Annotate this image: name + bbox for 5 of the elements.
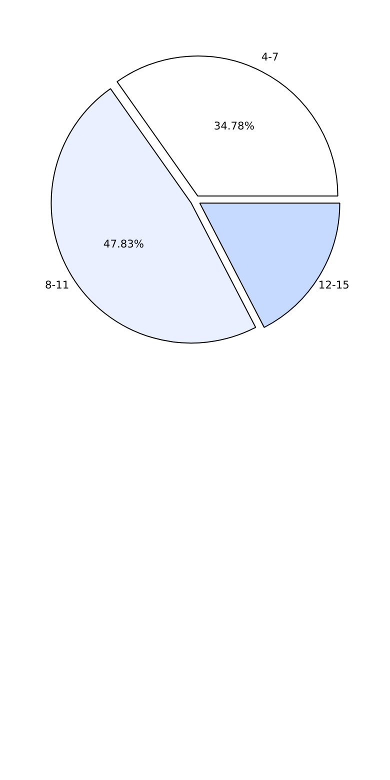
slice-label: 8-11 — [44, 278, 70, 292]
slice-label: 4-7 — [261, 50, 279, 64]
data-label: 34.78% — [214, 119, 254, 132]
data-label: 47.83% — [103, 238, 144, 251]
slice-label: 12-15 — [318, 278, 350, 292]
